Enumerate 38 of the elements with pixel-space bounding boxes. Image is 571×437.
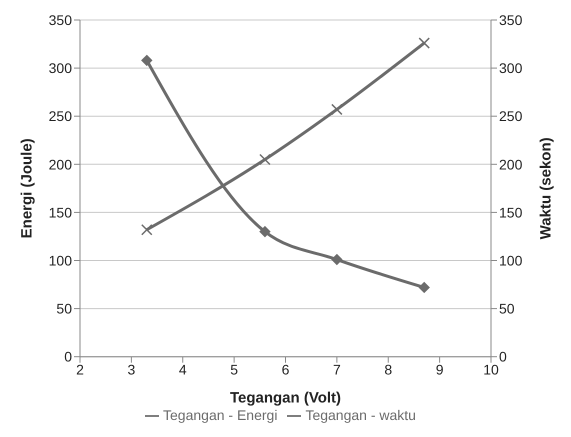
- legend-label: Tegangan - Energi: [163, 406, 278, 423]
- x-tick-label: 9: [436, 362, 444, 378]
- y2-tick-label: 50: [499, 300, 515, 317]
- y2-tick-label: 100: [499, 252, 523, 268]
- point: [331, 104, 343, 116]
- y-tick-label: 300: [48, 60, 72, 76]
- y-tick-label: 0: [64, 348, 72, 365]
- y2-tick-label: 350: [499, 12, 523, 28]
- x-tick-label: 8: [384, 362, 392, 378]
- x-tick-label: 7: [332, 362, 341, 378]
- legend-label: Tegangan - waktu: [305, 406, 416, 423]
- x-tick-label: 6: [282, 362, 290, 378]
- y2-tick-label: 250: [499, 108, 523, 124]
- y2-tick-label: 0: [499, 348, 507, 365]
- point: [141, 54, 152, 66]
- x-tick-label: 3: [127, 362, 136, 378]
- y-tick-label: 350: [48, 12, 72, 28]
- x-tick-label: 10: [483, 362, 499, 378]
- y-tick-label: 100: [48, 252, 72, 268]
- y-tick-label: 150: [48, 204, 72, 220]
- y-tick-label: 250: [48, 108, 72, 124]
- point: [259, 154, 271, 166]
- y2-axis-title: Waktu (sekon): [537, 137, 554, 240]
- y-tick-label: 50: [56, 300, 72, 317]
- y2-tick-label: 200: [499, 156, 523, 172]
- y-axis-title: Energi (Joule): [18, 138, 36, 238]
- x-tick-label: 2: [76, 362, 84, 378]
- x-axis-title: Tegangan (Volt): [230, 390, 342, 407]
- point: [418, 37, 430, 49]
- x-tick-label: 4: [178, 362, 187, 378]
- point: [331, 254, 342, 266]
- point: [418, 282, 430, 293]
- y-tick-label: 200: [48, 156, 72, 172]
- x-tick-label: 5: [230, 362, 238, 378]
- y2-tick-label: 300: [499, 60, 523, 76]
- point: [259, 226, 270, 238]
- point: [141, 224, 153, 236]
- y2-tick-label: 150: [499, 204, 523, 220]
